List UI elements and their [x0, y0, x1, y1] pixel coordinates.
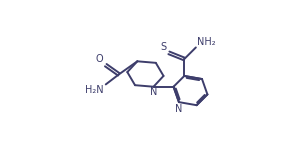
Text: NH₂: NH₂ [197, 37, 215, 47]
Text: N: N [150, 88, 157, 97]
Text: N: N [175, 104, 182, 114]
Text: H₂N: H₂N [85, 85, 104, 95]
Text: O: O [96, 54, 104, 64]
Text: S: S [160, 42, 166, 52]
